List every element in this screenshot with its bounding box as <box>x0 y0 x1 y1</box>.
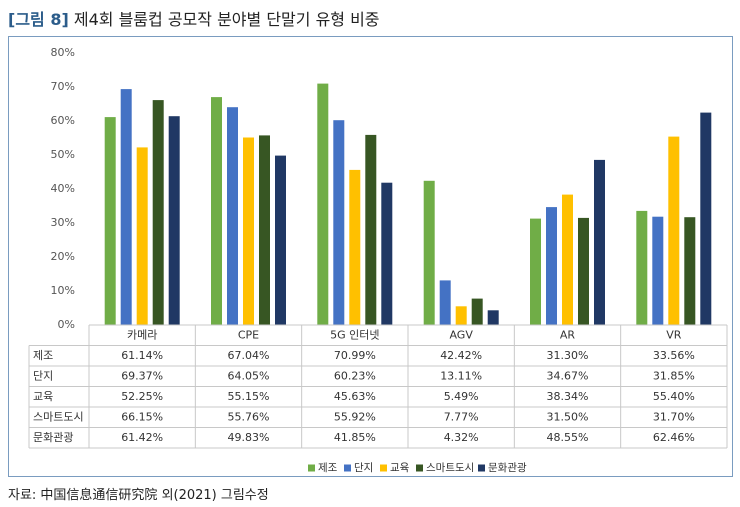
bar-문화관광-CPE <box>275 155 286 325</box>
data-label: 55.76% <box>228 410 270 423</box>
chart-frame: 0% 10% 20% 30% 40% 50% 60% 70% 80% 카메라 CPE 5G 인터넷 AG… <box>8 36 733 477</box>
data-label: 61.14% <box>121 349 163 362</box>
bar-문화관광-AGV <box>487 310 499 325</box>
legend-swatch <box>344 464 351 472</box>
legend-label: 단지 <box>354 462 373 474</box>
data-label: 60.23% <box>334 369 376 382</box>
data-label: 38.34% <box>547 390 589 403</box>
bar-제조-AR <box>530 218 541 325</box>
y-tick-label: 30% <box>51 216 75 229</box>
bar-교육-CPE <box>243 137 254 325</box>
bar-교육-AR <box>562 194 573 325</box>
bar-제조-5G 인터넷 <box>317 83 329 325</box>
y-tick-label: 10% <box>51 284 75 297</box>
figure-title: [그림 8] 제4회 블룸컵 공모작 분야별 단말기 유형 비중 <box>8 6 380 30</box>
table-row-label: 제조 <box>33 349 53 362</box>
y-tick-label: 70% <box>51 80 75 93</box>
y-tick-label: 50% <box>51 148 75 161</box>
data-label: 31.30% <box>547 349 589 362</box>
legend-swatch <box>380 464 387 472</box>
legend-swatch <box>416 464 423 472</box>
bar-스마트도시-카메라 <box>152 100 164 325</box>
figure-title-text: 제4회 블룸컵 공모작 분야별 단말기 유형 비중 <box>73 10 380 29</box>
y-tick-label: 20% <box>51 250 75 263</box>
bar-교육-카메라 <box>136 147 148 325</box>
bar-단지-AR <box>546 207 557 325</box>
legend-label: 교육 <box>390 462 410 474</box>
data-label: 49.83% <box>228 431 270 444</box>
legend-swatch <box>478 464 485 472</box>
data-label: 67.04% <box>228 349 270 362</box>
data-label: 45.63% <box>334 390 376 403</box>
data-label: 61.42% <box>121 431 163 444</box>
bar-chart: 0% 10% 20% 30% 40% 50% 60% 70% 80% 카메라 CPE 5G 인터넷 AG… <box>28 46 728 474</box>
data-label: 31.70% <box>653 410 695 423</box>
data-label: 41.85% <box>334 431 376 444</box>
y-tick-label: 0% <box>58 318 75 331</box>
data-label: 55.92% <box>334 410 376 423</box>
bar-제조-AGV <box>423 180 435 325</box>
data-label: 70.99% <box>334 349 376 362</box>
data-label: 5.49% <box>444 390 479 403</box>
data-label: 64.05% <box>228 369 270 382</box>
legend-swatch <box>308 464 315 472</box>
x-tick-label: VR <box>666 328 682 341</box>
bar-단지-카메라 <box>120 89 132 325</box>
legend-label: 문화관광 <box>488 462 527 474</box>
table-row-label: 교육 <box>33 390 53 403</box>
source-note: 자료: 中国信息通信研究院 외(2021) 그림수정 <box>8 488 269 503</box>
bar-스마트도시-CPE <box>259 135 270 325</box>
data-label: 62.46% <box>653 431 695 444</box>
bar-제조-카메라 <box>104 117 116 325</box>
bar-스마트도시-VR <box>684 217 696 325</box>
bar-문화관광-VR <box>700 112 712 325</box>
x-tick-label: CPE <box>238 328 259 341</box>
data-label: 4.32% <box>444 431 479 444</box>
table-row-label: 단지 <box>33 369 53 382</box>
x-tick-label: AGV <box>449 328 473 341</box>
bar-제조-CPE <box>211 97 222 325</box>
data-label: 33.56% <box>653 349 695 362</box>
data-label: 55.40% <box>653 390 695 403</box>
y-tick-label: 80% <box>51 46 75 59</box>
table-row-label: 스마트도시 <box>33 410 84 423</box>
bar-스마트도시-AR <box>578 217 589 325</box>
bar-스마트도시-5G 인터넷 <box>365 134 377 325</box>
x-tick-label: AR <box>560 328 576 341</box>
bar-문화관광-5G 인터넷 <box>381 182 393 325</box>
data-label: 66.15% <box>121 410 163 423</box>
data-label: 13.11% <box>440 369 482 382</box>
data-label: 31.85% <box>653 369 695 382</box>
data-label: 55.15% <box>228 390 270 403</box>
legend-label: 제조 <box>318 462 338 474</box>
legend-label: 스마트도시 <box>426 462 474 474</box>
x-tick-label: 5G 인터넷 <box>330 328 379 341</box>
bar-교육-AGV <box>455 306 467 325</box>
y-tick-label: 60% <box>51 114 75 127</box>
bar-제조-VR <box>636 210 648 325</box>
figure-tag: [그림 8] <box>8 10 69 29</box>
data-label: 34.67% <box>547 369 589 382</box>
bar-문화관광-카메라 <box>168 116 180 325</box>
data-label: 31.50% <box>547 410 589 423</box>
data-label: 42.42% <box>440 349 482 362</box>
y-tick-label: 40% <box>51 182 75 195</box>
data-label: 7.77% <box>444 410 479 423</box>
data-label: 52.25% <box>121 390 163 403</box>
table-row-label: 문화관광 <box>33 431 73 444</box>
bar-단지-AGV <box>439 280 451 325</box>
bar-단지-5G 인터넷 <box>333 120 345 325</box>
data-label: 69.37% <box>121 369 163 382</box>
data-label: 48.55% <box>547 431 589 444</box>
bar-문화관광-AR <box>594 159 605 325</box>
bar-단지-VR <box>652 216 664 325</box>
bar-스마트도시-AGV <box>471 298 483 325</box>
x-tick-label: 카메라 <box>127 328 157 341</box>
bar-교육-VR <box>668 136 680 325</box>
bar-단지-CPE <box>227 107 238 325</box>
bar-교육-5G 인터넷 <box>349 169 361 325</box>
